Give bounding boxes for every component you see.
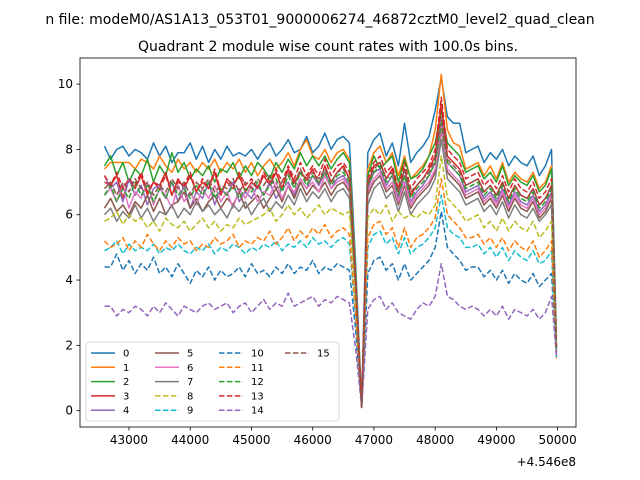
series-line-11 [103,178,558,409]
legend-label-5: 5 [187,349,193,360]
x-tick-label: 50000 [539,433,577,447]
legend-label-12: 12 [251,377,264,388]
legend-label-4: 4 [123,406,129,417]
legend-label-13: 13 [251,391,264,402]
series-line-0 [103,76,558,405]
y-tick-label: 0 [65,404,73,418]
legend-label-8: 8 [187,391,193,402]
x-tick-label: 47000 [355,433,393,447]
x-tick-label: 44000 [171,433,209,447]
series-line-15 [103,116,558,409]
series-line-1 [103,73,558,409]
series-line-12 [103,122,558,409]
y-tick-label: 2 [65,338,73,352]
x-tick-label: 49000 [477,433,515,447]
legend-label-11: 11 [251,363,264,374]
chart-title: Quadrant 2 module wise count rates with … [138,39,518,55]
y-axis: 0 2 4 6 8 10 [58,77,80,418]
series-line-10 [104,210,558,409]
legend-label-1: 1 [123,363,129,374]
legend-label-6: 6 [187,363,193,374]
legend-box [85,341,340,422]
y-tick-label: 6 [65,208,73,222]
axes-frame [79,57,577,428]
series-line-7 [103,138,558,409]
series-line-5 [103,129,558,409]
y-tick-label: 8 [65,142,73,156]
x-tick-label: 46000 [294,433,332,447]
x-tick-label: 48000 [416,433,454,447]
y-tick-label: 10 [58,77,73,91]
x-axis-offset-label: +4.546e8 [517,455,576,469]
legend-label-7: 7 [187,377,193,388]
legend-label-0: 0 [123,349,129,360]
series-line-13 [103,96,558,409]
legend-label-14: 14 [251,406,264,417]
x-tick-label: 43000 [110,433,148,447]
legend-label-15: 15 [317,349,330,360]
series-line-2 [103,109,558,409]
legend-label-10: 10 [251,349,264,360]
y-tick-label: 4 [65,273,73,287]
series-line-14 [104,262,558,409]
series-line-6 [103,125,558,409]
legend-label-2: 2 [123,377,129,388]
plot-area [103,73,558,409]
series-line-9 [104,194,558,409]
legend-label-9: 9 [187,406,193,417]
series-layer [103,73,558,409]
series-line-8 [104,155,558,409]
x-tick-label: 45000 [232,433,270,447]
x-axis: 43000 44000 45000 46000 47000 48000 49000 50000 [110,427,577,447]
figure-suptitle: n file: modeM0/AS1A13_053T01_9000006274_… [45,12,594,28]
legend-label-3: 3 [123,391,129,402]
